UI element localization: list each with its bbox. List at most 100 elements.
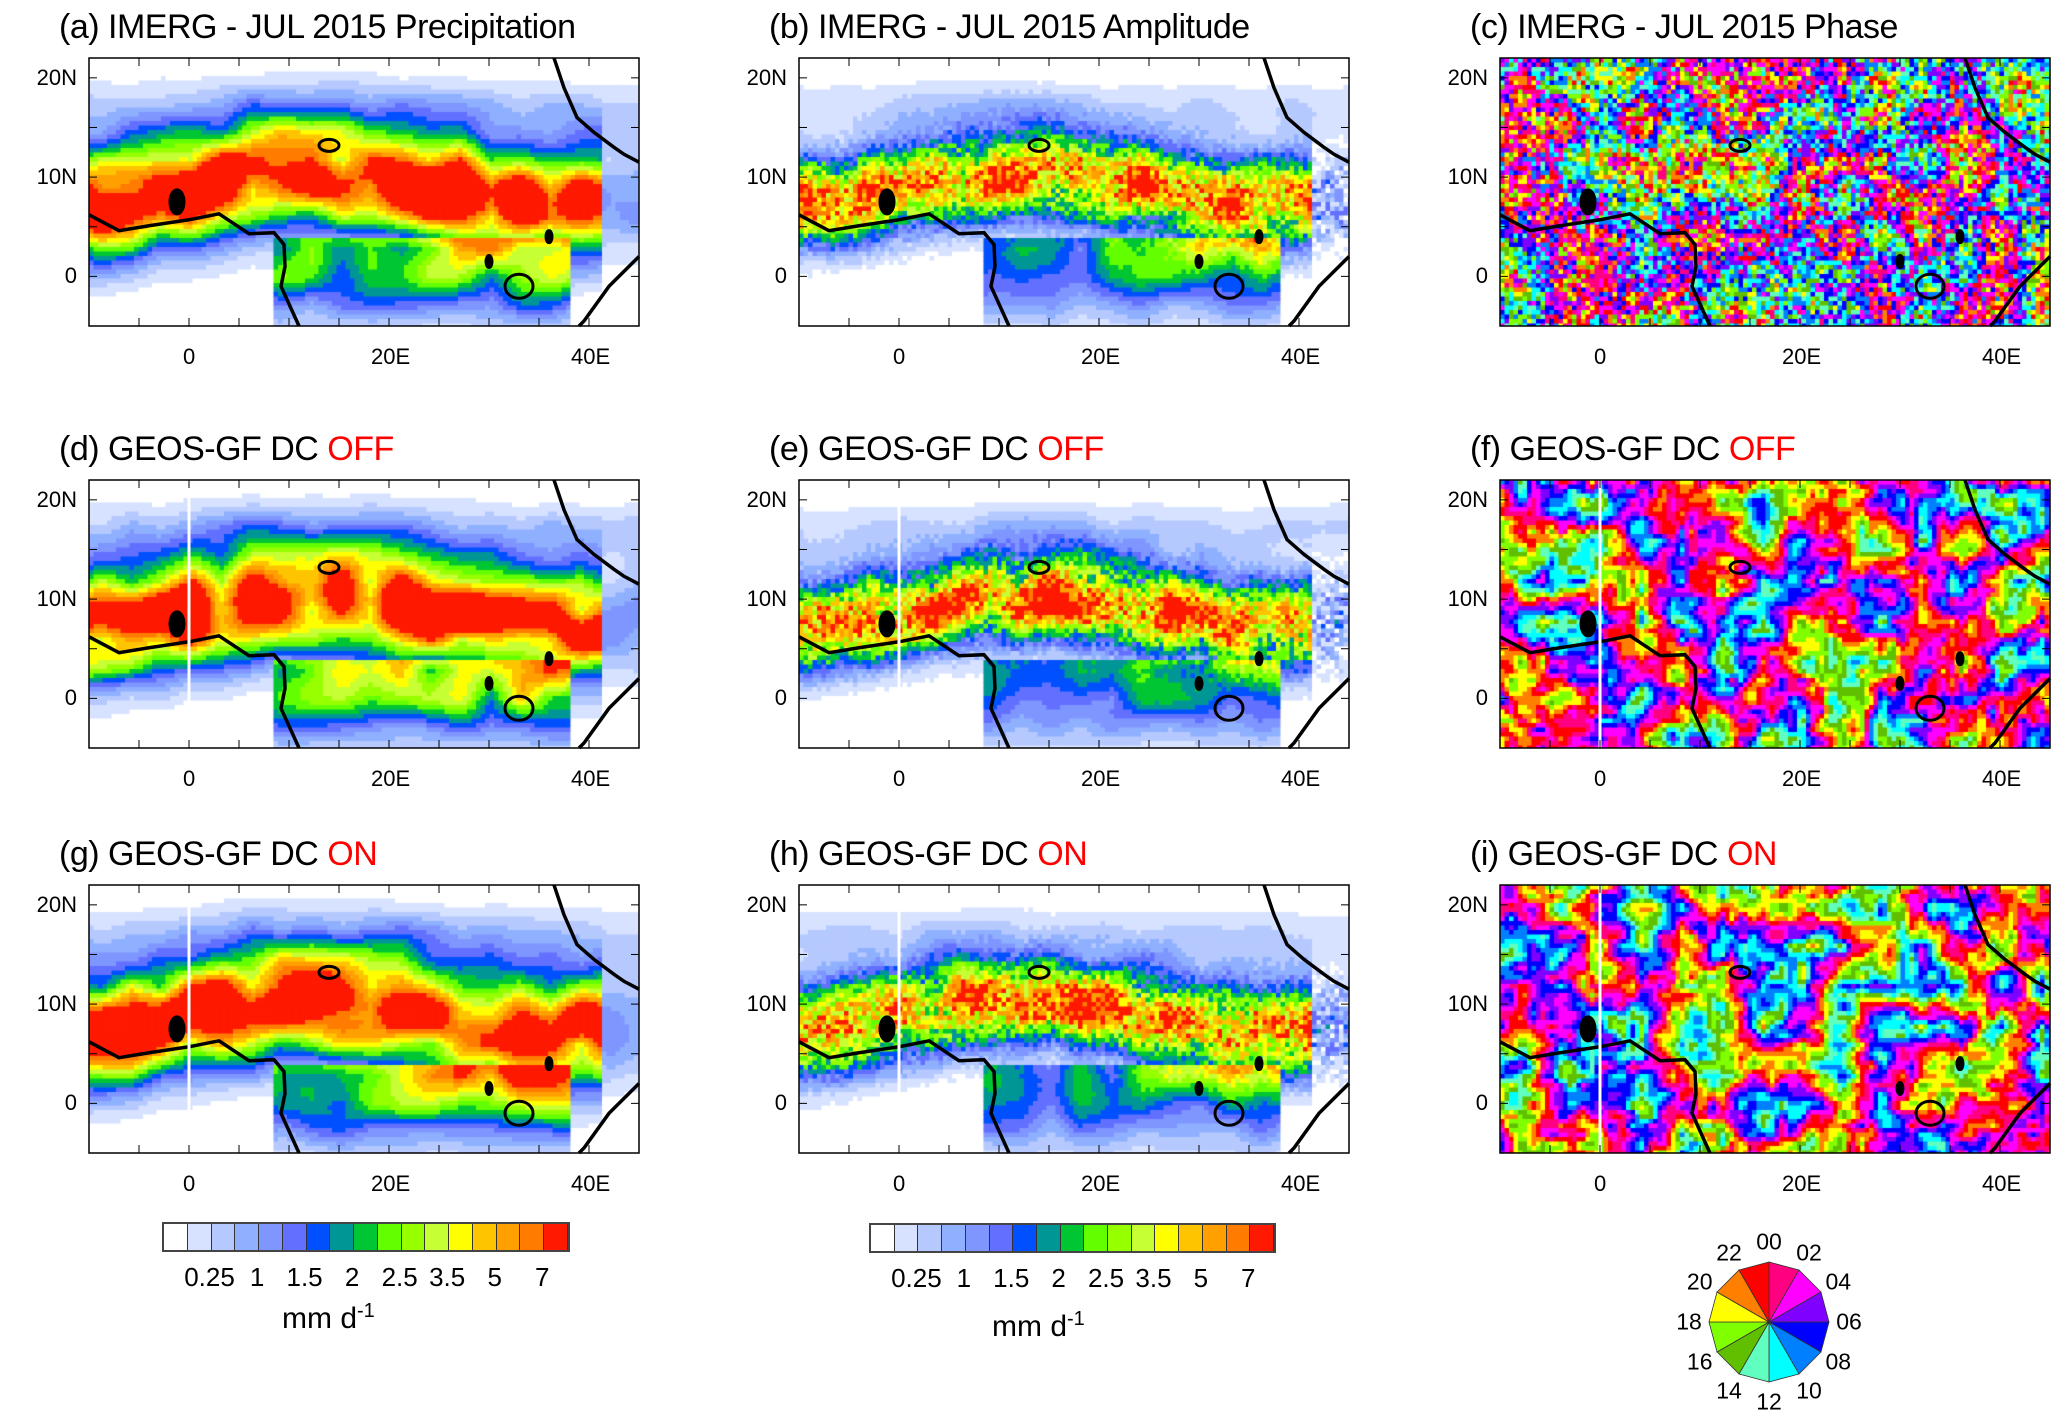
phase-hour-label: 10 — [1796, 1377, 1822, 1404]
panel-title: (h) GEOS-GF DC ON — [769, 835, 1088, 874]
lake-outline — [1955, 229, 1965, 245]
y-tick-label: 20N — [36, 64, 77, 90]
panel-title: (e) GEOS-GF DC OFF — [769, 430, 1104, 469]
map-panel-i: (i) GEOS-GF DC ON 0 20E 40E 20N 10N 0 — [1448, 835, 2052, 1196]
map-frame — [1499, 57, 2051, 327]
map-frame — [88, 57, 640, 327]
map-frame — [798, 479, 1350, 749]
x-tick-label: 40E — [1281, 344, 1321, 369]
y-tick-label: 0 — [1475, 1090, 1488, 1116]
panel-title-highlight: ON — [327, 835, 378, 873]
y-tick-label: 20N — [36, 486, 77, 512]
x-tick-label: 0 — [1594, 766, 1607, 791]
colorbar-box — [1131, 1225, 1156, 1251]
panel-title-highlight: OFF — [327, 430, 394, 468]
y-tick-label: 0 — [1475, 685, 1488, 711]
map-overlay — [1499, 884, 2052, 1155]
coastline-red-sea — [552, 57, 640, 164]
panel-title-text: (a) IMERG - JUL 2015 Precipitation — [59, 8, 576, 46]
x-tick-label: 40E — [571, 1171, 611, 1196]
colorbar-box — [1084, 1225, 1109, 1251]
coastline-west-africa — [88, 1038, 301, 1154]
colorbar-box — [211, 1224, 236, 1250]
map-overlay — [88, 884, 641, 1155]
y-tick-label: 10N — [1447, 991, 1488, 1017]
x-tick-label: 40E — [1281, 1171, 1321, 1196]
lake-outline — [503, 272, 535, 300]
lake-outline — [1914, 1099, 1946, 1127]
panel-title: (f) GEOS-GF DC OFF — [1470, 430, 1796, 469]
coastline-east-africa — [1287, 1082, 1351, 1155]
lake-outline — [1254, 1056, 1264, 1072]
colorbar-label: 2 — [1051, 1263, 1066, 1293]
x-tick-label: 40E — [1982, 344, 2022, 369]
colorbar-label: 1.5 — [993, 1263, 1030, 1293]
panel-title: (g) GEOS-GF DC ON — [59, 835, 378, 874]
x-tick-label: 0 — [183, 766, 196, 791]
coastline-west-africa — [1499, 633, 1712, 749]
lake-outline — [1895, 1080, 1905, 1096]
colorbar-box — [425, 1224, 450, 1250]
units-text: mm d — [992, 1310, 1067, 1343]
colorbar-label: 7 — [535, 1262, 550, 1292]
y-tick-label: 10N — [1447, 586, 1488, 612]
colorbar-units-2: mm d-1 — [992, 1308, 1085, 1344]
map-overlay — [88, 479, 641, 750]
y-tick-label: 10N — [746, 164, 787, 190]
map-frame — [798, 884, 1350, 1154]
phase-wheel — [1708, 1261, 1830, 1383]
y-tick-label: 10N — [36, 586, 77, 612]
lake-outline — [168, 1015, 186, 1043]
map-frame — [88, 884, 640, 1154]
coastline-west-africa — [798, 633, 1011, 749]
colorbar-box — [306, 1224, 331, 1250]
lake-outline — [484, 1080, 494, 1096]
x-tick-label: 20E — [371, 344, 411, 369]
x-tick-label: 0 — [1594, 344, 1607, 369]
phase-hour-label: 20 — [1686, 1268, 1713, 1295]
map-frame — [1499, 884, 2051, 1154]
y-tick-label: 20N — [746, 891, 787, 917]
lake-outline — [1728, 559, 1752, 575]
x-tick-label: 20E — [371, 1171, 411, 1196]
phase-hour-label: 02 — [1796, 1239, 1822, 1266]
x-tick-label: 0 — [893, 766, 906, 791]
coastline-west-africa — [1499, 1038, 1712, 1154]
colorbar-label: 5 — [487, 1262, 502, 1292]
y-tick-label: 10N — [1447, 164, 1488, 190]
lake-outline — [1579, 1015, 1597, 1043]
map-panel-f: (f) GEOS-GF DC OFF 0 20E 40E 20N 10N 0 — [1448, 430, 2052, 791]
colorbar-box — [1202, 1225, 1227, 1251]
lake-outline — [484, 253, 494, 269]
x-tick-label: 0 — [183, 344, 196, 369]
x-tick-label: 20E — [1782, 344, 1822, 369]
coastline-west-africa — [798, 1038, 1011, 1154]
coastline-west-africa — [798, 211, 1011, 327]
colorbar-box — [1013, 1225, 1037, 1251]
colorbar-box — [235, 1224, 260, 1250]
x-tick-label: 20E — [1782, 1171, 1822, 1196]
colorbar-box — [496, 1224, 521, 1250]
lake-outline — [317, 559, 341, 575]
panel-title-text: (b) IMERG - JUL 2015 Amplitude — [769, 8, 1250, 46]
colorbar-box — [282, 1224, 307, 1250]
panel-title-text: (d) GEOS-GF DC — [59, 430, 328, 468]
lake-outline — [878, 188, 896, 216]
lake-outline — [1194, 675, 1204, 691]
coastline-red-sea — [552, 884, 640, 991]
coastline-east-africa — [1988, 255, 2052, 328]
lake-outline — [1213, 1099, 1245, 1127]
lake-outline — [1027, 137, 1051, 153]
map-panel-g: (g) GEOS-GF DC ON 0 20E 40E 20N 10N 0 — [37, 835, 641, 1196]
colorbar-label: 3.5 — [429, 1262, 466, 1292]
map-panel-e: (e) GEOS-GF DC OFF 0 20E 40E 20N 10N 0 — [747, 430, 1351, 791]
colorbar-box — [1250, 1225, 1274, 1251]
coastline-east-africa — [577, 1082, 641, 1155]
colorbar-label: 5 — [1193, 1263, 1209, 1293]
lake-outline — [544, 1056, 554, 1072]
lake-outline — [878, 1015, 896, 1043]
coastline-red-sea — [1262, 479, 1350, 586]
colorbar-box — [1060, 1225, 1085, 1251]
colorbar-box — [164, 1224, 188, 1250]
y-tick-label: 10N — [36, 164, 77, 190]
